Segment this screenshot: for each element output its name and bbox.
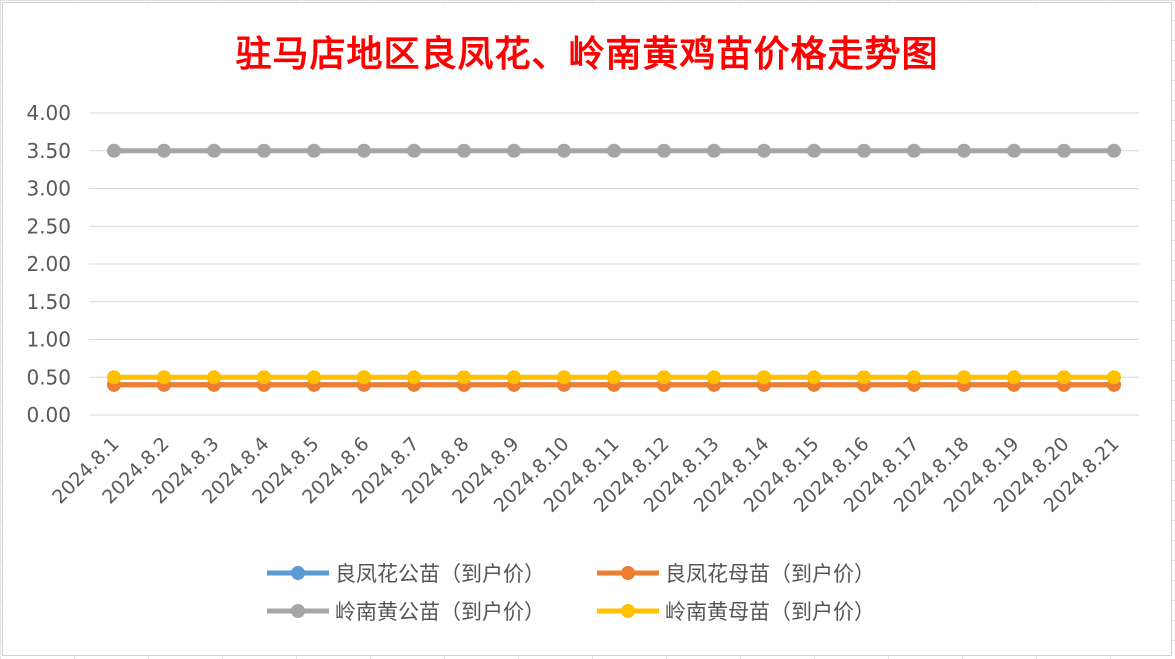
data-point (857, 370, 871, 385)
data-point (207, 370, 221, 385)
legend-label: 岭南黄公苗（到户价） (335, 600, 545, 624)
data-point (557, 370, 571, 385)
data-point (257, 370, 271, 385)
data-point (307, 370, 321, 385)
legend-item: 岭南黄母苗（到户价） (593, 597, 923, 625)
data-point (407, 143, 421, 158)
data-point (1057, 370, 1071, 385)
data-point (957, 370, 971, 385)
data-point (257, 143, 271, 158)
legend-label: 良凤花公苗（到户价） (335, 562, 545, 586)
data-point (357, 370, 371, 385)
legend-item: 岭南黄公苗（到户价） (263, 597, 593, 625)
y-tick-label: 1.00 (26, 328, 71, 352)
data-point (107, 370, 121, 385)
data-point (107, 143, 121, 158)
data-point (407, 370, 421, 385)
legend-swatch (597, 566, 659, 580)
legend-swatch (267, 566, 329, 580)
data-point (507, 143, 521, 158)
data-point (457, 143, 471, 158)
data-point (307, 143, 321, 158)
data-point (1057, 143, 1071, 158)
y-tick-label: 0.50 (26, 365, 71, 389)
data-point (957, 143, 971, 158)
y-tick-label: 4.00 (26, 101, 71, 125)
data-point (807, 370, 821, 385)
data-point (207, 143, 221, 158)
data-point (707, 143, 721, 158)
data-point (907, 143, 921, 158)
y-tick-label: 2.00 (26, 252, 71, 276)
data-point (1007, 143, 1021, 158)
chart-title: 驻马店地区良凤花、岭南黄鸡苗价格走势图 (235, 33, 939, 75)
legend-swatch (267, 604, 329, 618)
data-point (907, 370, 921, 385)
data-point (1107, 370, 1121, 385)
data-point (857, 143, 871, 158)
legend-item: 良凤花母苗（到户价） (593, 559, 923, 587)
data-point (607, 143, 621, 158)
legend-label: 良凤花母苗（到户价） (665, 562, 875, 586)
data-point (1107, 143, 1121, 158)
data-point (757, 370, 771, 385)
data-point (157, 370, 171, 385)
data-point (757, 143, 771, 158)
data-point (507, 370, 521, 385)
data-point (707, 370, 721, 385)
data-point (457, 370, 471, 385)
data-point (657, 370, 671, 385)
legend-label: 岭南黄母苗（到户价） (665, 600, 875, 624)
y-tick-label: 2.50 (26, 214, 71, 238)
data-point (557, 143, 571, 158)
line-chart-plot: 0.000.501.001.502.002.503.003.504.002024… (26, 101, 1139, 517)
data-point (607, 370, 621, 385)
y-tick-label: 0.00 (26, 403, 71, 427)
data-point (657, 143, 671, 158)
y-tick-label: 1.50 (26, 290, 71, 314)
legend-item: 良凤花公苗（到户价） (263, 559, 593, 587)
data-point (807, 143, 821, 158)
data-point (157, 143, 171, 158)
data-point (1007, 370, 1021, 385)
legend-swatch (597, 604, 659, 618)
y-tick-label: 3.50 (26, 139, 71, 163)
data-point (357, 143, 371, 158)
chart-legend: 良凤花公苗（到户价） 良凤花母苗（到户价） 岭南黄公苗（到户价） 岭南黄母苗（到户价） (263, 559, 963, 625)
y-tick-label: 3.00 (26, 177, 71, 201)
